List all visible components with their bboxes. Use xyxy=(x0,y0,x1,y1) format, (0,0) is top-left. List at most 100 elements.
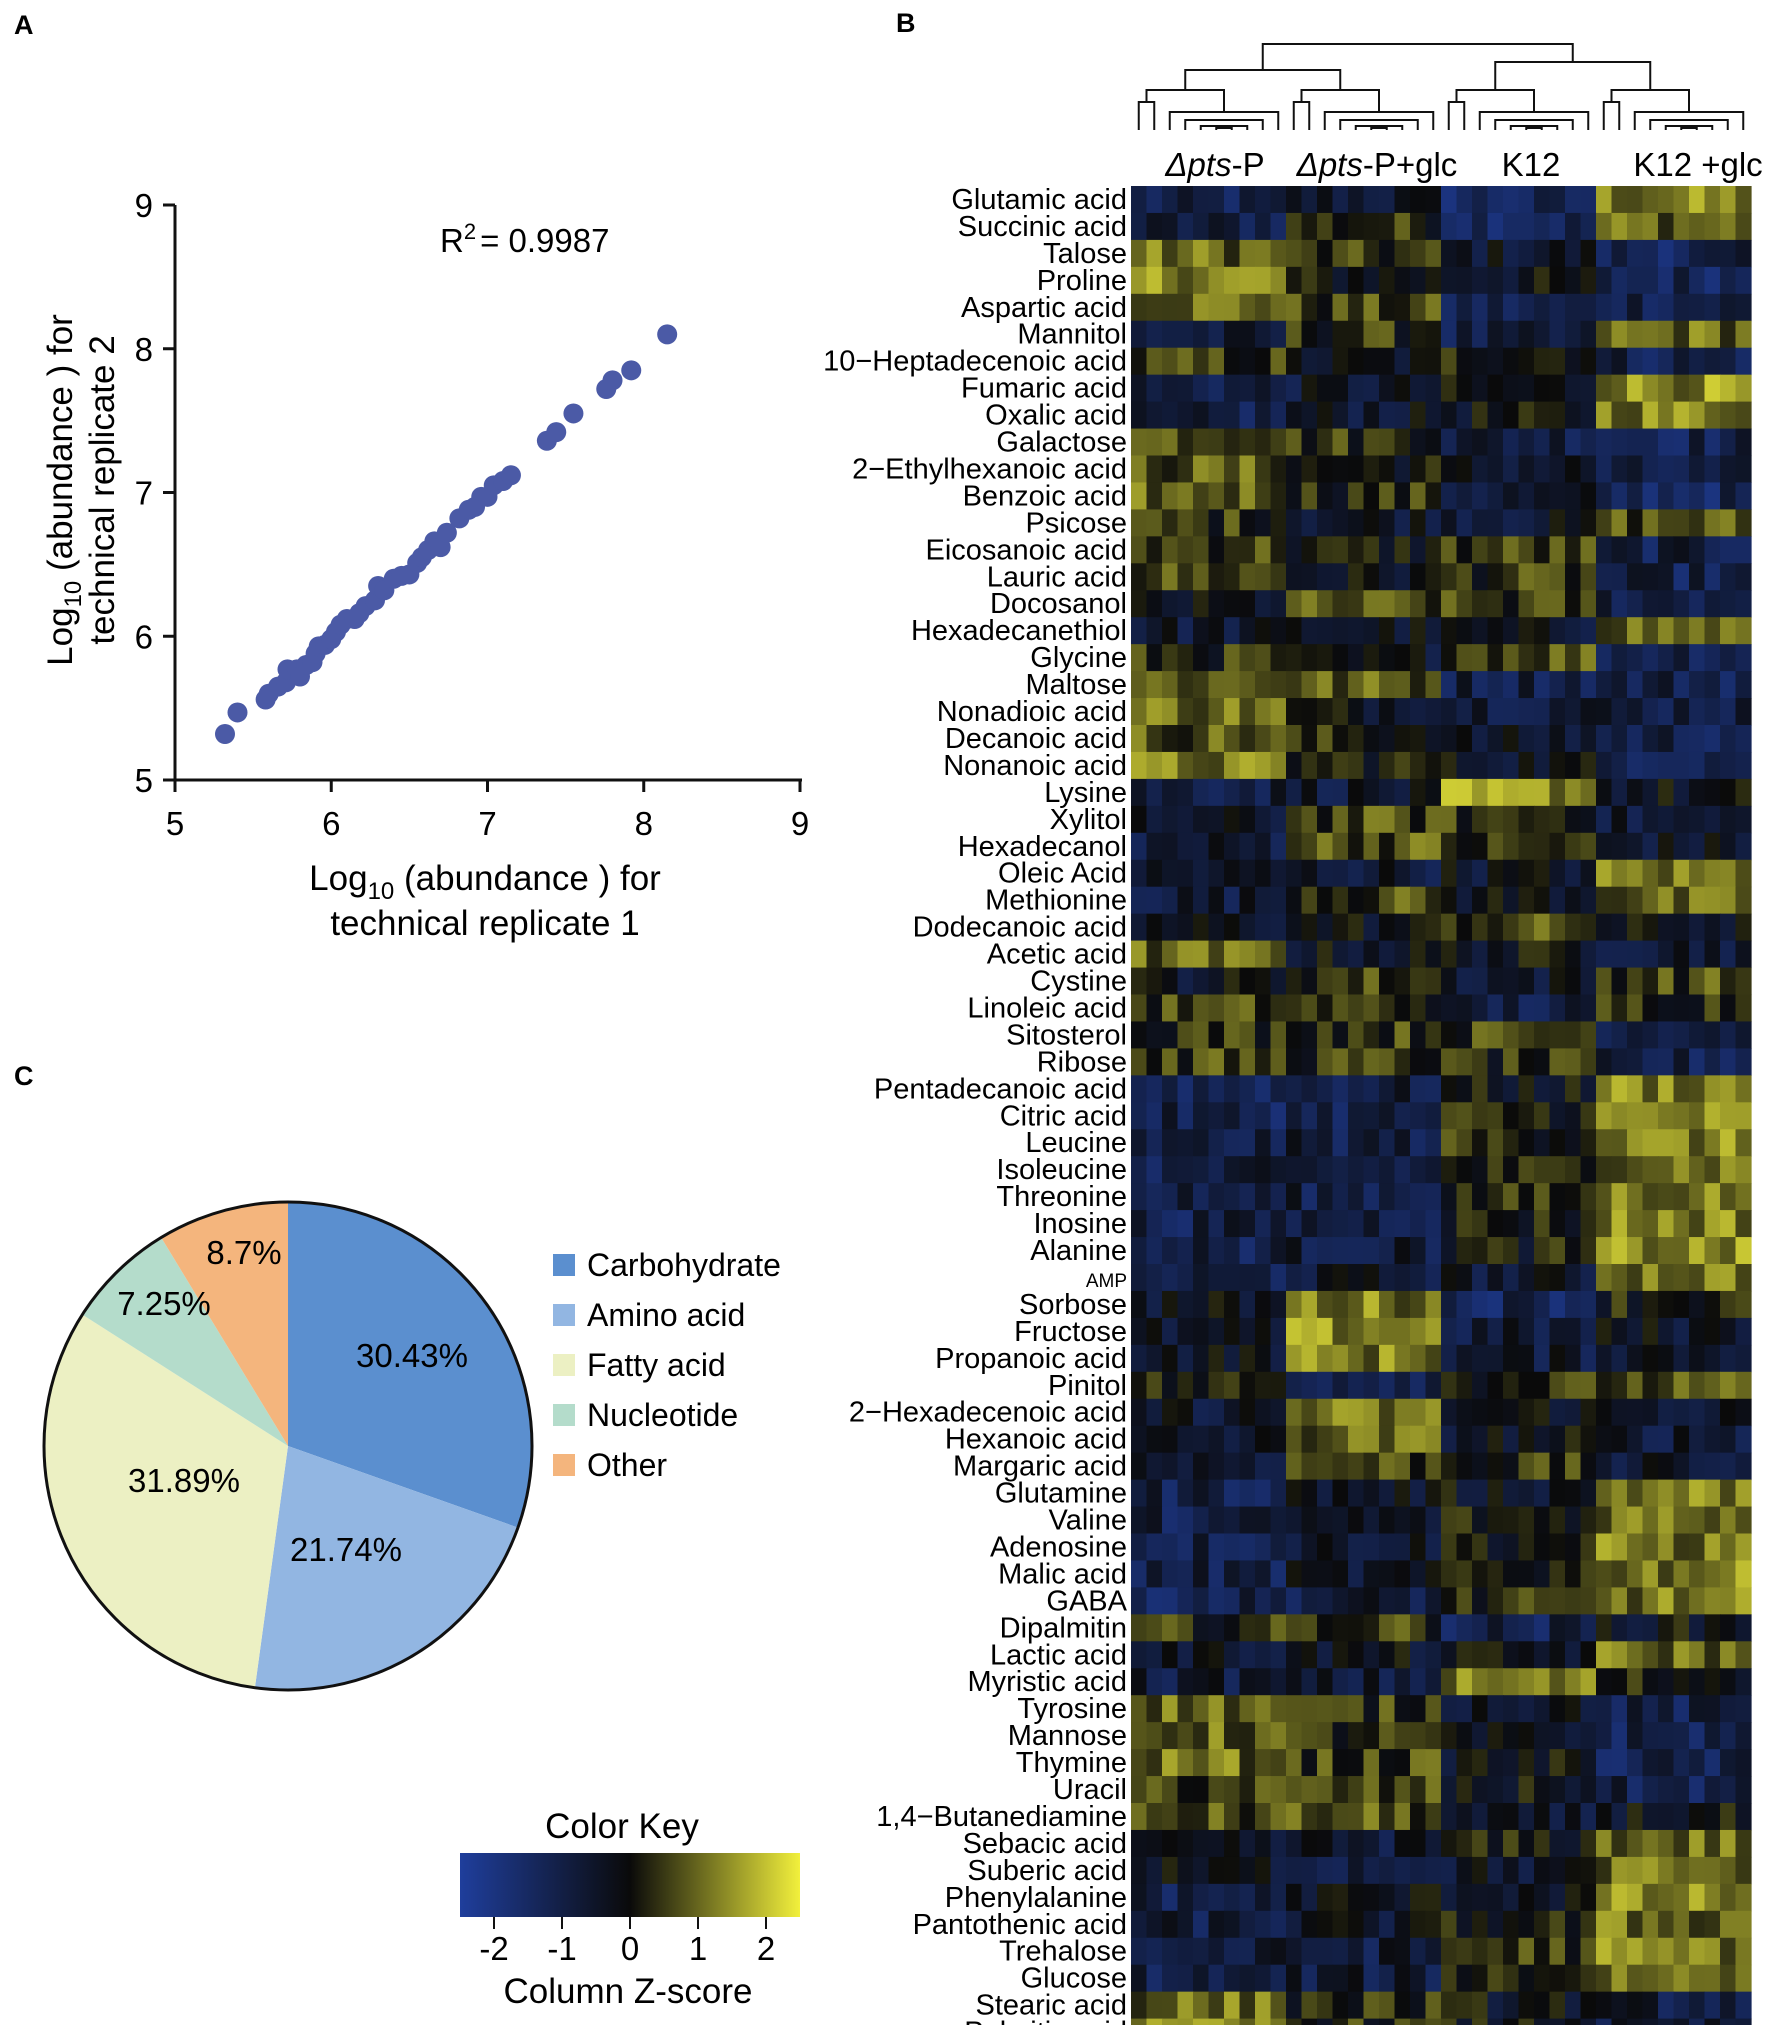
heatmap-cell xyxy=(1146,940,1163,969)
heatmap-cell xyxy=(1177,859,1194,888)
heatmap-cell xyxy=(1379,347,1396,376)
heatmap-cell xyxy=(1472,1803,1489,1831)
heatmap-cell xyxy=(1348,1129,1365,1157)
heatmap-cell xyxy=(1317,590,1334,618)
heatmap-cell xyxy=(1580,320,1597,349)
heatmap-cell xyxy=(1363,374,1380,403)
heatmap-cell xyxy=(1518,725,1535,753)
row-label: Lactic acid xyxy=(990,1639,1127,1671)
heatmap-cell xyxy=(1146,455,1163,484)
heatmap-cell xyxy=(1534,1398,1551,1427)
heatmap-cell xyxy=(1472,1317,1489,1346)
heatmap-cell xyxy=(1441,212,1458,241)
heatmap-cell xyxy=(1441,1156,1458,1184)
heatmap-cell xyxy=(1394,1317,1411,1346)
heatmap-cell xyxy=(1224,913,1241,942)
heatmap-cell xyxy=(1193,1129,1210,1157)
heatmap-cell xyxy=(1208,239,1225,268)
dendrogram-branch xyxy=(1680,127,1698,130)
heatmap-cell xyxy=(1193,1183,1210,1211)
heatmap-cell xyxy=(1642,1910,1659,1939)
heatmap-cell xyxy=(1348,698,1365,726)
heatmap-cell xyxy=(1534,1210,1551,1238)
heatmap-cell xyxy=(1503,644,1520,672)
heatmap-cell xyxy=(1193,751,1210,780)
heatmap-cell xyxy=(1658,1129,1675,1157)
heatmap-cell xyxy=(1472,293,1489,322)
heatmap-cell xyxy=(1689,1344,1706,1373)
heatmap-cell xyxy=(1534,1614,1551,1642)
heatmap-cell xyxy=(1348,1479,1365,1508)
heatmap-cell xyxy=(1627,1237,1644,1265)
heatmap-cell xyxy=(1425,671,1442,699)
heatmap-cell xyxy=(1348,1506,1365,1535)
heatmap-cell xyxy=(1379,913,1396,942)
heatmap-cell xyxy=(1642,778,1659,807)
heatmap-cell xyxy=(1379,266,1396,295)
heatmap-cell xyxy=(1379,751,1396,780)
heatmap-cell xyxy=(1580,1560,1597,1588)
heatmap-cell xyxy=(1162,859,1179,888)
heatmap-cell xyxy=(1193,725,1210,753)
heatmap-cell xyxy=(1348,1964,1365,1993)
heatmap-cell xyxy=(1410,644,1427,672)
heatmap-cell xyxy=(1487,1075,1504,1103)
heatmap-cell xyxy=(1472,1452,1489,1481)
heatmap-cell xyxy=(1735,1776,1752,1804)
heatmap-cell xyxy=(1673,1883,1690,1912)
heatmap-cell xyxy=(1642,536,1659,564)
heatmap-cell xyxy=(1735,1668,1752,1696)
heatmap-cell xyxy=(1611,1371,1628,1400)
heatmap-cell xyxy=(1441,347,1458,376)
heatmap-cell xyxy=(1301,1614,1318,1642)
heatmap-cell xyxy=(1642,644,1659,672)
heatmap-cell xyxy=(1704,1937,1721,1966)
heatmap-cell xyxy=(1627,1641,1644,1669)
heatmap-cell xyxy=(1627,1048,1644,1076)
heatmap-cell xyxy=(1627,536,1644,564)
heatmap-cell xyxy=(1239,428,1256,457)
heatmap-cell xyxy=(1689,940,1706,969)
heatmap-cell xyxy=(1627,428,1644,457)
heatmap-cell xyxy=(1270,1937,1287,1966)
heatmap-cell xyxy=(1565,266,1582,295)
heatmap-cell xyxy=(1642,1991,1659,2020)
heatmap-cell xyxy=(1596,401,1613,430)
heatmap-cell xyxy=(1317,1210,1334,1238)
heatmap-cell xyxy=(1379,1237,1396,1265)
heatmap-cell xyxy=(1534,886,1551,915)
heatmap-cell xyxy=(1441,266,1458,295)
heatmap-cell xyxy=(1224,1803,1241,1831)
row-label: Inosine xyxy=(1033,1208,1127,1240)
heatmap-cell xyxy=(1131,1479,1148,1508)
heatmap-cell xyxy=(1456,1937,1473,1966)
heatmap-cell xyxy=(1503,778,1520,807)
heatmap-cell xyxy=(1193,509,1210,537)
row-label: Palmitic acid xyxy=(964,2017,1127,2025)
heatmap-cell xyxy=(1580,913,1597,942)
heatmap-cell xyxy=(1379,832,1396,861)
heatmap-cell xyxy=(1456,1264,1473,1292)
heatmap-cell xyxy=(1611,994,1628,1023)
heatmap-cell xyxy=(1503,1803,1520,1831)
heatmap-cell xyxy=(1503,1856,1520,1885)
heatmap-cell xyxy=(1162,1856,1179,1885)
heatmap-cell xyxy=(1441,536,1458,564)
heatmap-cell xyxy=(1611,428,1628,457)
heatmap-cell xyxy=(1503,401,1520,430)
heatmap-cell xyxy=(1348,347,1365,376)
heatmap-cell xyxy=(1363,1048,1380,1076)
dendrogram-branch xyxy=(1602,101,1621,130)
heatmap-cell xyxy=(1642,401,1659,430)
heatmap-cell xyxy=(1239,374,1256,403)
heatmap-cell xyxy=(1348,832,1365,861)
heatmap-cell xyxy=(1239,805,1256,834)
heatmap-cell xyxy=(1673,2018,1690,2025)
heatmap-cell xyxy=(1255,1264,1272,1292)
heatmap-cell xyxy=(1348,1425,1365,1454)
heatmap-cell xyxy=(1131,347,1148,376)
heatmap-cell xyxy=(1332,266,1349,295)
heatmap-cell xyxy=(1456,239,1473,268)
heatmap-cell xyxy=(1704,1264,1721,1292)
heatmap-cell xyxy=(1704,1856,1721,1885)
